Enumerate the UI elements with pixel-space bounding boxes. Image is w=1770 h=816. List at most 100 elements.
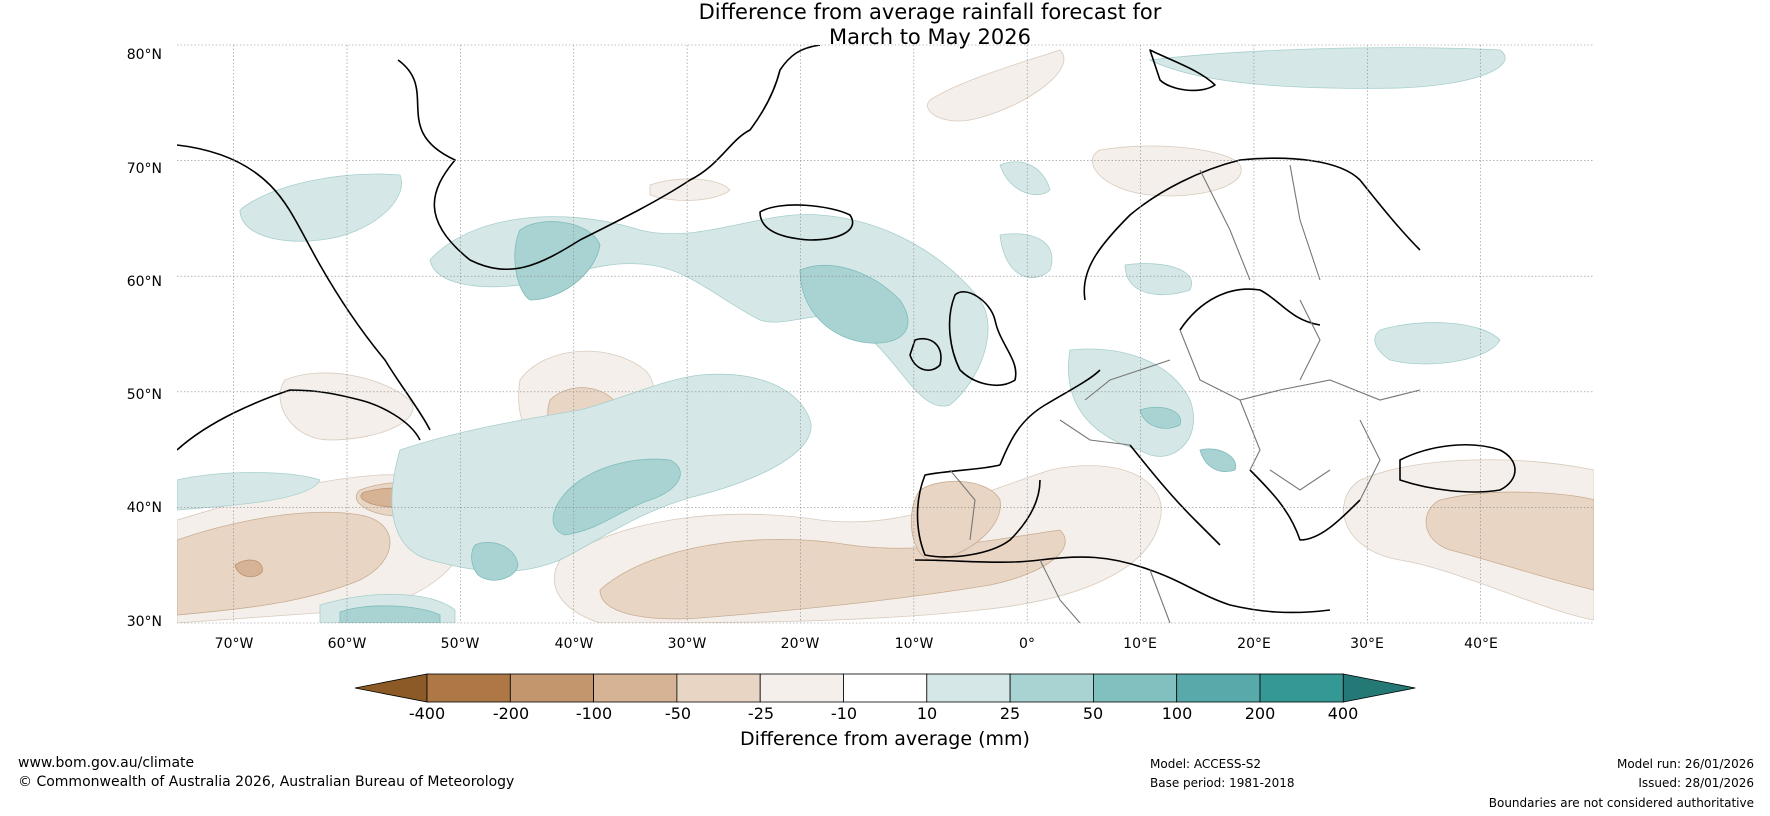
colorbar-label: Difference from average (mm) [740,728,1030,750]
anomaly-wet-light [1124,263,1192,296]
north-africa-coastline [914,556,1331,614]
lon-label-70w: 70°W [214,636,254,652]
anomaly-wet-light [239,173,402,242]
country-border [1039,559,1081,623]
western-europe-coastline [999,369,1101,466]
colorbar-tick-label: -50 [664,704,692,723]
lon-label-40w: 40°W [554,636,594,652]
issued-text: Issued: 28/01/2026 [1638,776,1754,790]
canada-coastline [177,144,431,431]
website-link[interactable]: www.bom.gov.au/climate [18,755,195,771]
country-border [1269,469,1331,491]
disclaimer-text: Boundaries are not considered authoritat… [1488,796,1754,810]
country-border [1199,169,1251,281]
anomaly-dry-medium [1425,491,1594,591]
anomaly-wet-light [1068,348,1194,457]
anomaly-wet-medium [1199,448,1237,472]
anomaly-wet-medium [514,221,601,301]
anomaly-wet-medium [552,458,681,536]
black-sea-coastline [1399,444,1516,493]
anomaly-wet-light [1148,47,1506,89]
anomaly-wet-light [999,233,1053,278]
colorbar-swatch [509,673,594,703]
colorbar-tick-label: -25 [747,704,775,723]
anomaly-wet-medium [1139,406,1181,429]
country-borders-layer [949,164,1421,623]
anomaly-dry-light [1091,145,1242,197]
lon-label-50w: 50°W [440,636,480,652]
lon-label-10w: 10°W [894,636,934,652]
colorbar-extension-high [1342,673,1416,703]
anomaly-dry-light [927,49,1065,122]
country-border [1299,299,1321,381]
colorbar-tick-label: -100 [575,704,613,723]
greenland-coastline [397,45,821,271]
colorbar-tick-label: 50 [1082,704,1104,723]
iberia-coastline [916,464,1041,558]
baltic-coastline [1179,288,1321,331]
colorbar-tick-label: 100 [1161,704,1193,723]
country-border [1289,164,1321,281]
map-title: Difference from average rainfall forecas… [0,0,1770,50]
country-border [1149,569,1171,623]
colorbar-swatch [1093,673,1178,703]
british-isles-coastline [909,291,1017,386]
colorbar-swatch [926,673,1011,703]
colorbar-tick-label: 200 [1244,704,1276,723]
scandinavia-coastline [1083,157,1421,301]
colorbar [354,673,1416,703]
colorbar-swatch [1176,673,1261,703]
lon-label-0: 0° [1019,636,1035,652]
colorbar-swatch [593,673,678,703]
colorbar-swatch [843,673,928,703]
colorbar-tick-label: 400 [1327,704,1359,723]
lat-label-30n: 30°N [126,614,162,630]
colorbar-tick-label: 25 [999,704,1021,723]
coastline-layer [177,45,1516,614]
anomaly-wet-medium [799,265,909,344]
model-text: Model: ACCESS-S2 [1150,757,1262,771]
copyright-text: © Commonwealth of Australia 2026, Austra… [18,774,515,790]
anomaly-wet-light [1374,322,1501,365]
colorbar-tick-label: -200 [492,704,530,723]
colorbar-swatch [759,673,844,703]
lon-label-30w: 30°W [667,636,707,652]
anomaly-dry-medium [177,511,391,616]
lat-label-60n: 60°N [126,274,162,290]
lon-label-20e: 20°E [1237,636,1271,652]
gridlines [177,44,1594,624]
anomaly-dry-medium [910,480,1001,561]
anomaly-dry-strong [234,559,263,578]
lon-label-40e: 40°E [1464,636,1498,652]
colorbar-tick-label: -10 [830,704,858,723]
anomaly-dry-light [279,372,414,441]
country-border [1059,419,1131,446]
lat-label-40n: 40°N [126,500,162,516]
model-run-text: Model run: 26/01/2026 [1616,757,1754,771]
country-border [1084,359,1171,401]
base-period-text: Base period: 1981-2018 [1150,776,1295,790]
lon-label-30e: 30°E [1350,636,1384,652]
lat-label-80n: 80°N [126,47,162,63]
anomaly-wet-medium [339,605,441,623]
iceland-coastline [759,204,854,241]
lon-label-10e: 10°E [1123,636,1157,652]
colorbar-extension-low [354,673,428,703]
colorbar-swatch [676,673,761,703]
lon-label-60w: 60°W [327,636,367,652]
country-border [949,469,976,541]
svalbard-coastline [1149,49,1216,92]
anomaly-wet-light [177,472,321,511]
colorbar-swatch [426,673,511,703]
colorbar-swatch [1009,673,1094,703]
country-border [1179,329,1281,401]
balkans-coastline [1249,469,1361,541]
lon-label-20w: 20°W [780,636,820,652]
lat-label-70n: 70°N [126,161,162,177]
country-border [1359,419,1381,501]
colorbar-tick-label: 10 [916,704,938,723]
anomaly-wet-medium [471,541,519,581]
title-line-1: Difference from average rainfall forecas… [698,0,1162,24]
anomaly-wet-light [999,161,1051,196]
